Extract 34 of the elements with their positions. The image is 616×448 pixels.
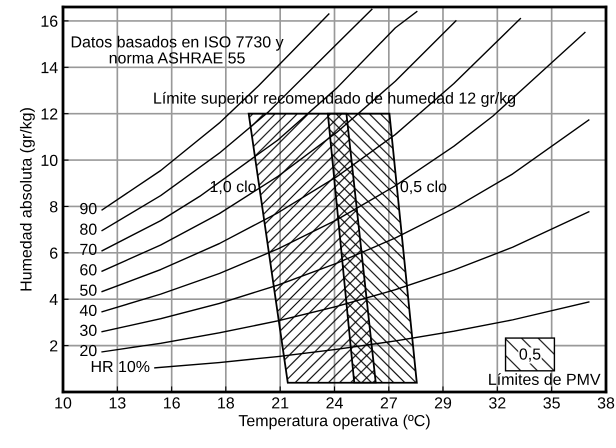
- series-label: 50: [80, 284, 97, 296]
- annotation: 0,5: [520, 348, 540, 362]
- x-tick-label: 18: [218, 397, 234, 409]
- series-label: 30: [80, 324, 97, 336]
- x-tick-label: 21: [272, 397, 288, 408]
- x-tick-label: 32: [489, 397, 506, 409]
- series-label: 0,5 clo: [400, 180, 446, 194]
- x-tick-label: 29: [434, 397, 452, 409]
- y-tick-label: 16: [42, 16, 58, 27]
- series-label: 80: [80, 224, 97, 235]
- y-tick-label: 10: [42, 154, 58, 166]
- y-tick-label: 2: [50, 340, 58, 352]
- y-tick-label: 4: [50, 294, 58, 306]
- series-label: 40: [80, 304, 97, 316]
- series-label: 60: [80, 264, 97, 276]
- x-tick-label: 16: [164, 397, 180, 409]
- series-label: 90: [80, 202, 97, 214]
- y-axis-title: Humedad absoluta (gr/kg): [20, 108, 35, 291]
- y-tick-label: 12: [42, 108, 58, 120]
- annotation: Datos basados en ISO 7730 y norma ASHRAE 55: [72, 36, 284, 64]
- x-axis-title: Temperatura operativa (ºC): [238, 414, 430, 430]
- series-label: 70: [80, 244, 97, 256]
- series-label: 1,0 clo: [210, 180, 256, 194]
- y-tick-label: 8: [50, 201, 58, 212]
- x-tick-label: 35: [543, 397, 560, 409]
- series-label: 20: [80, 344, 97, 356]
- annotation: Límites de PMV: [489, 373, 601, 385]
- y-tick-label: 14: [42, 62, 58, 74]
- series-label: HR 10%: [92, 360, 150, 372]
- x-tick-label: 13: [110, 397, 126, 409]
- y-tick-label: 6: [50, 247, 58, 259]
- x-tick-label: 24: [326, 397, 343, 408]
- x-tick-label: 38: [598, 397, 614, 409]
- x-tick-label: 27: [380, 397, 397, 408]
